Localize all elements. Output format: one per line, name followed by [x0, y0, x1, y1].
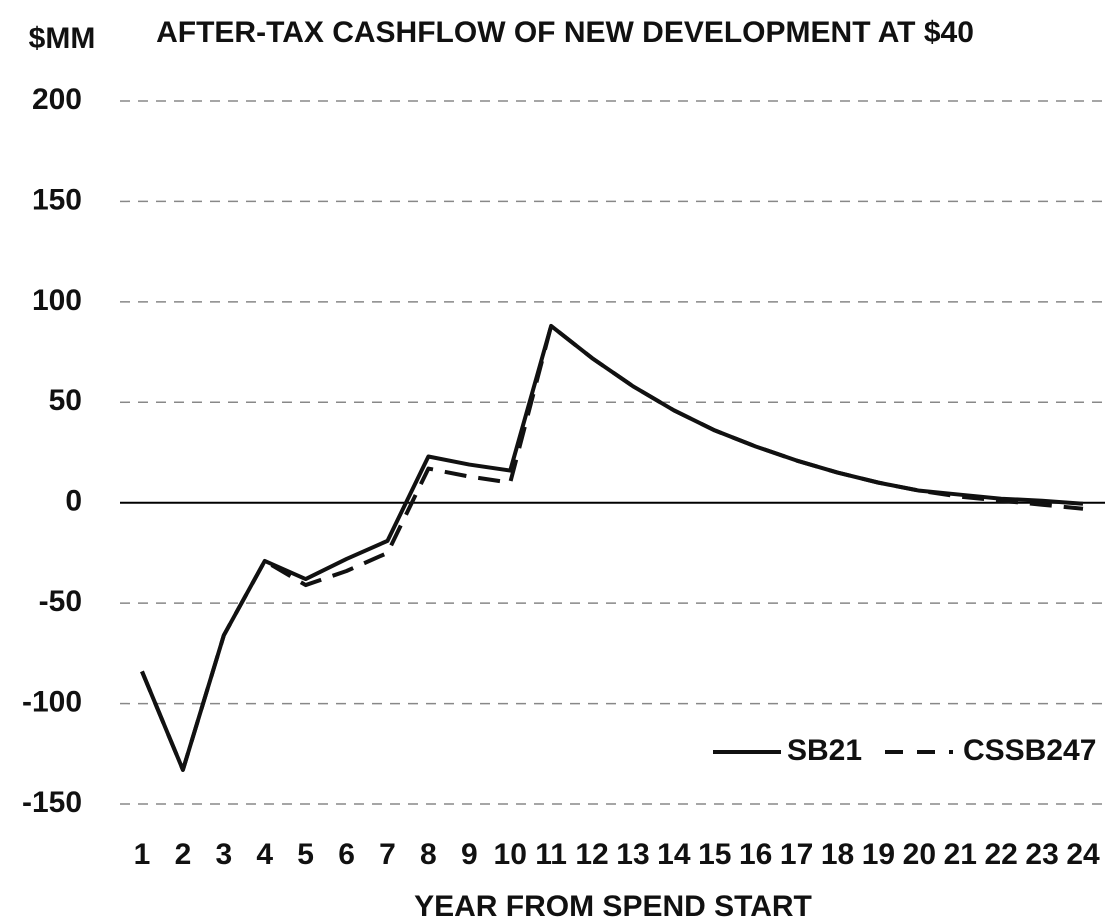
x-tick-label: 18	[821, 838, 854, 871]
y-tick-label: -50	[39, 585, 82, 618]
legend-label: CSSB247	[963, 734, 1096, 767]
x-tick-label: 17	[780, 838, 813, 871]
x-tick-label: 2	[175, 838, 192, 871]
y-tick-label: 100	[32, 284, 82, 317]
x-tick-label: 5	[297, 838, 314, 871]
x-tick-label: 15	[698, 838, 731, 871]
x-tick-label: 10	[494, 838, 527, 871]
x-tick-label: 9	[461, 838, 478, 871]
x-axis-label: YEAR FROM SPEND START	[414, 890, 812, 923]
x-tick-label: 14	[657, 838, 691, 871]
x-tick-label: 23	[1025, 838, 1058, 871]
x-tick-label: 22	[984, 838, 1017, 871]
x-tick-label: 24	[1066, 838, 1100, 871]
y-tick-label: 200	[32, 83, 82, 116]
y-axis-label: $MM	[29, 22, 96, 55]
x-tick-label: 12	[575, 838, 608, 871]
x-tick-label: 21	[944, 838, 977, 871]
chart-title: AFTER-TAX CASHFLOW OF NEW DEVELOPMENT AT…	[156, 16, 974, 49]
x-tick-label: 1	[134, 838, 151, 871]
x-tick-label: 4	[256, 838, 273, 871]
y-tick-label: -150	[22, 786, 82, 819]
y-tick-label: 50	[49, 384, 82, 417]
x-tick-label: 6	[338, 838, 355, 871]
y-tick-label: -100	[22, 685, 82, 718]
x-tick-label: 19	[862, 838, 895, 871]
y-tick-label: 0	[65, 485, 82, 518]
legend-label: SB21	[787, 734, 862, 767]
x-tick-label: 3	[215, 838, 232, 871]
x-tick-label: 16	[739, 838, 772, 871]
x-tick-label: 13	[616, 838, 649, 871]
x-tick-label: 20	[903, 838, 936, 871]
y-tick-label: 150	[32, 183, 82, 216]
series-line	[140, 323, 1084, 772]
x-tick-label: 11	[535, 838, 567, 871]
x-tick-label: 7	[379, 838, 396, 871]
x-tick-label: 8	[420, 838, 437, 871]
